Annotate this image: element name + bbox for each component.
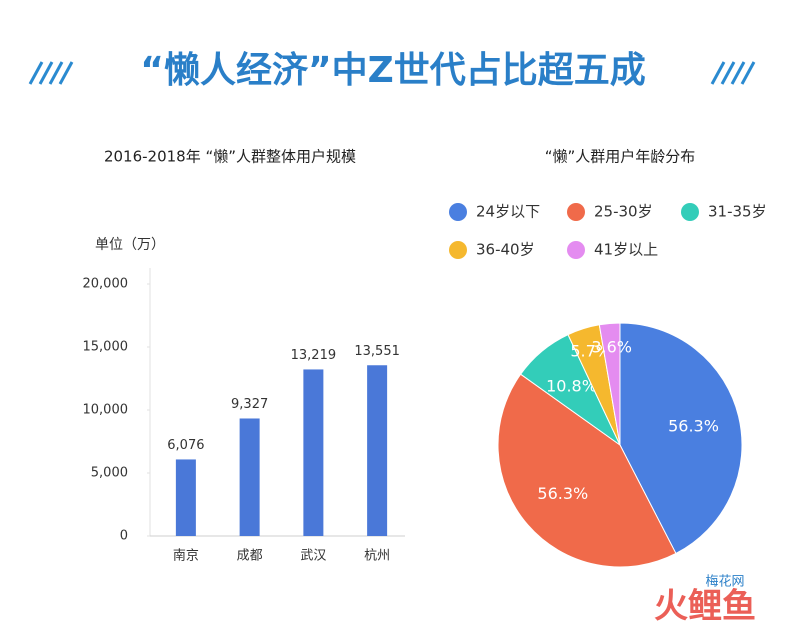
watermark: 梅花网 bbox=[705, 574, 744, 590]
legend-label: 31-35岁 bbox=[708, 203, 767, 221]
title-decoration-right bbox=[710, 61, 756, 85]
watermark: 火鲤鱼 bbox=[654, 587, 756, 627]
legend-label: 36-40岁 bbox=[476, 241, 535, 259]
legend-swatch bbox=[681, 203, 699, 221]
bar bbox=[367, 365, 388, 536]
pie-slice bbox=[598, 322, 621, 446]
x-tick-label: 成都 bbox=[237, 549, 263, 564]
y-tick-label: 10,000 bbox=[83, 403, 129, 418]
legend-swatch bbox=[449, 241, 467, 259]
y-tick-label: 15,000 bbox=[83, 340, 129, 355]
data-label: 5.7% bbox=[570, 341, 611, 360]
bar bbox=[175, 459, 196, 536]
y-axis-label: 单位（万） bbox=[95, 237, 165, 253]
legend-label: 25-30岁 bbox=[594, 203, 653, 221]
data-label: 56.3% bbox=[537, 484, 588, 503]
x-tick-label: 南京 bbox=[173, 548, 199, 564]
legend-label: 24岁以下 bbox=[476, 203, 540, 221]
data-label: 3.6% bbox=[591, 337, 632, 356]
page-title: “懒人经济”中Z世代占比超五成 bbox=[140, 50, 645, 91]
x-tick-label: 杭州 bbox=[364, 549, 390, 564]
pie-chart-title: “懒”人群用户年龄分布 bbox=[545, 148, 696, 166]
pie-slice bbox=[497, 373, 677, 568]
legend-swatch bbox=[449, 203, 467, 221]
data-label: 13,551 bbox=[354, 344, 400, 359]
title-decoration-left bbox=[28, 61, 74, 85]
data-label: 9,327 bbox=[231, 397, 268, 412]
pie-slice bbox=[619, 322, 743, 555]
data-label: 6,076 bbox=[167, 438, 204, 453]
y-tick-label: 0 bbox=[120, 529, 128, 544]
legend-swatch bbox=[567, 203, 585, 221]
data-label: 10.8% bbox=[546, 376, 597, 395]
x-tick-label: 武汉 bbox=[300, 549, 326, 564]
bar bbox=[239, 418, 260, 536]
data-label: 56.3% bbox=[668, 417, 719, 436]
data-label: 13,219 bbox=[291, 348, 337, 363]
y-tick-label: 5,000 bbox=[91, 466, 128, 481]
legend-label: 41岁以上 bbox=[594, 241, 658, 259]
y-tick-label: 20,000 bbox=[83, 277, 129, 292]
legend-swatch bbox=[567, 241, 585, 259]
bar-chart-title: 2016-2018年 “懒”人群整体用户规模 bbox=[104, 148, 356, 166]
bar bbox=[303, 369, 324, 536]
